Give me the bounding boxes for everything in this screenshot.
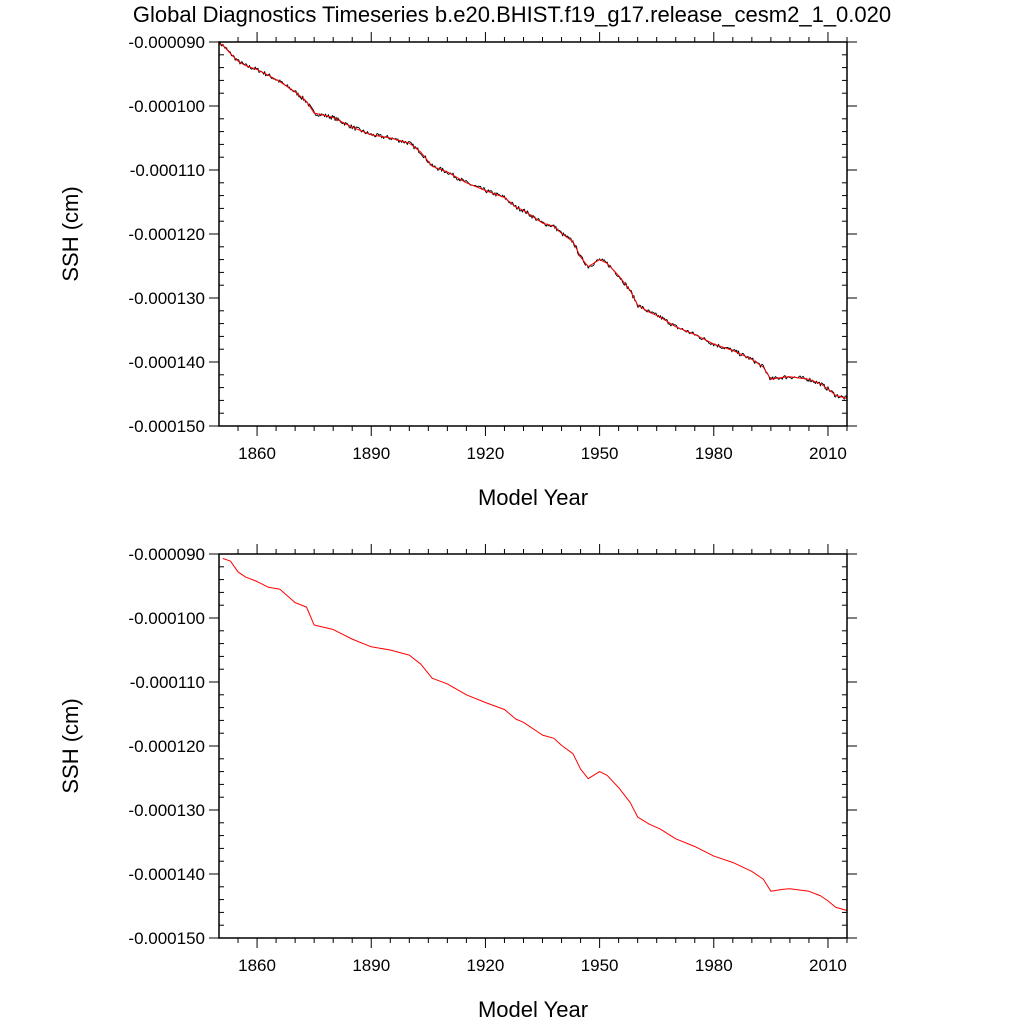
y-tick-label: -0.000100 <box>128 609 205 628</box>
x-tick-label: 1920 <box>467 444 505 463</box>
y-tick-labels: -0.000090 -0.000100 -0.000110 -0.000120 -0.0… <box>128 545 205 948</box>
x-tick-label: 1890 <box>352 956 390 975</box>
plot-frame <box>218 41 848 427</box>
x-tick-label: 1920 <box>467 956 505 975</box>
y-tick-label: -0.000140 <box>128 353 205 372</box>
x-tick-label: 1860 <box>238 956 276 975</box>
y-tick-label: -0.000140 <box>128 865 205 884</box>
x-tick-label: 1950 <box>581 444 619 463</box>
panel-bottom: 1860 1890 1920 1950 1980 2010 -0.000090-0.000… <box>58 544 857 1022</box>
x-tick-label: 2010 <box>809 444 847 463</box>
panel-top: 1860 1890 1920 1950 1980 2010 -0.000090-0.000… <box>58 32 857 510</box>
y-tick-label: -0.000150 <box>128 417 205 436</box>
y-tick-label: -0.000130 <box>128 289 205 308</box>
x-axis-title: Model Year <box>478 485 588 510</box>
axis-ticks <box>209 32 857 436</box>
y-tick-label: -0.000090 <box>128 545 205 564</box>
y-axis-title: SSH (cm) <box>58 186 83 281</box>
plot-frame <box>218 553 848 939</box>
x-tick-label: 1980 <box>695 444 733 463</box>
y-tick-label: -0.000120 <box>128 225 205 244</box>
x-axis-title: Model Year <box>478 997 588 1022</box>
y-tick-label: -0.000120 <box>128 737 205 756</box>
series-line-annual <box>218 42 848 399</box>
y-tick-label: -0.000110 <box>130 161 205 180</box>
y-tick-label: -0.000090 <box>128 33 205 52</box>
y-tick-label: -0.000130 <box>128 801 205 820</box>
series-line-monthly <box>218 41 848 400</box>
x-tick-labels: 1860 1890 1920 1950 1980 2010 <box>238 956 847 975</box>
y-tick-label: -0.000110 <box>130 673 205 692</box>
x-tick-label: 1860 <box>238 444 276 463</box>
y-tick-labels: -0.000090 -0.000100 -0.000110 -0.000120 -0.0… <box>128 33 205 436</box>
y-tick-label: -0.000150 <box>128 929 205 948</box>
x-tick-label: 1950 <box>581 956 619 975</box>
figure-title: Global Diagnostics Timeseries b.e20.BHIS… <box>132 2 892 27</box>
series-layer <box>218 41 848 400</box>
y-axis-title: SSH (cm) <box>58 698 83 793</box>
x-tick-label: 1980 <box>695 956 733 975</box>
axis-ticks <box>209 544 857 948</box>
x-tick-label: 2010 <box>809 956 847 975</box>
series-line-annual <box>222 558 848 911</box>
x-tick-label: 1890 <box>352 444 390 463</box>
y-tick-label: -0.000100 <box>128 97 205 116</box>
x-tick-labels: 1860 1890 1920 1950 1980 2010 <box>238 444 847 463</box>
series-layer <box>222 558 848 911</box>
